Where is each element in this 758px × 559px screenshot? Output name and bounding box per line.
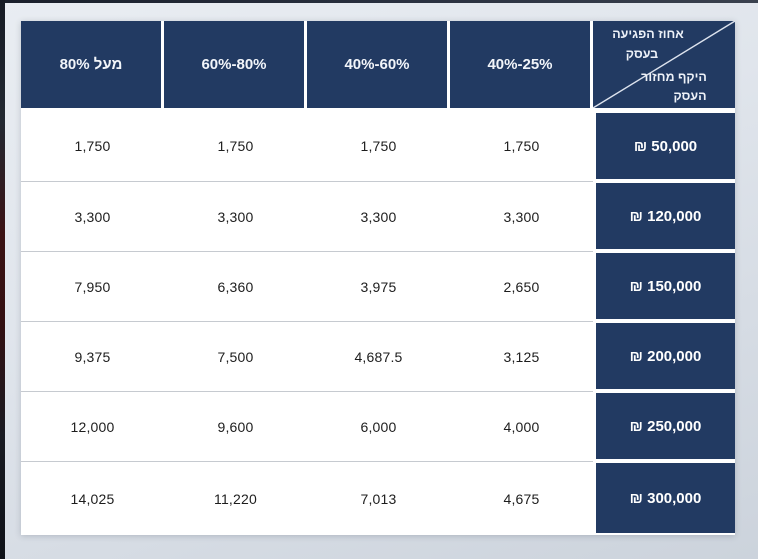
row-cells: 7,950 6,360 3,975 2,650	[21, 251, 593, 321]
diagonal-divider-line	[593, 21, 735, 108]
screen-top-edge-artifact	[0, 0, 758, 3]
table-cell: 1,750	[360, 138, 397, 154]
row-cells: 1,750 1,750 1,750 1,750	[21, 111, 593, 181]
row-header-label: ₪ 50,000	[633, 137, 698, 155]
row-header-turnover: ₪ 150,000	[596, 253, 735, 319]
column-header-label: 60%-80%	[201, 56, 267, 73]
column-header-40-60: 40%-60%	[307, 21, 447, 108]
corner-label-damage-percent: אחוז הפגיעה	[612, 27, 684, 41]
row-header-label: ₪ 200,000	[629, 347, 702, 365]
row-cells: 3,300 3,300 3,300 3,300	[21, 181, 593, 251]
row-header-label: ₪ 300,000	[629, 489, 702, 507]
table-cell: 7,950	[74, 278, 111, 295]
table-row: 1,750 1,750 1,750 1,750 ₪ 50,000	[21, 111, 735, 181]
table-cell: 4,675	[503, 490, 540, 507]
table-cell: 9,600	[217, 418, 254, 435]
row-cells: 9,375 7,500 4,687.5 3,125	[21, 321, 593, 391]
column-header-60-80: 60%-80%	[164, 21, 304, 108]
table-row: 14,025 11,220 7,013 4,675 ₪ 300,000	[21, 461, 735, 535]
table-cell: 14,025	[70, 490, 115, 507]
row-header-turnover: ₪ 50,000	[596, 113, 735, 179]
table-row: 12,000 9,600 6,000 4,000 ₪ 250,000	[21, 391, 735, 461]
row-header-label: ₪ 150,000	[629, 277, 702, 295]
row-header-turnover: ₪ 300,000	[596, 463, 735, 533]
table-row: 3,300 3,300 3,300 3,300 ₪ 120,000	[21, 181, 735, 251]
table-cell: 3,300	[74, 208, 111, 225]
corner-header-cell: אחוז הפגיעה בעסק היקף מחזור העסק	[593, 21, 735, 108]
table-cell: 3,300	[360, 208, 397, 225]
row-cells: 12,000 9,600 6,000 4,000	[21, 391, 593, 461]
table-cell: 12,000	[70, 418, 115, 435]
column-header-40-25: 40%-25%	[450, 21, 590, 108]
table-cell: 9,375	[74, 348, 111, 365]
table-cell: 7,500	[217, 348, 254, 365]
table-cell: 4,687.5	[354, 348, 403, 365]
table-row: 7,950 6,360 3,975 2,650 ₪ 150,000	[21, 251, 735, 321]
column-header-label: מעל 80%	[59, 56, 123, 73]
table-header-row: מעל 80% 60%-80% 40%-60% 40%-25% אחוז הפג…	[21, 21, 735, 108]
table-cell: 6,360	[217, 278, 254, 295]
column-header-over-80: מעל 80%	[21, 21, 161, 108]
row-header-label: ₪ 250,000	[629, 417, 702, 435]
table-cell: 1,750	[503, 138, 540, 154]
screen-left-edge-artifact	[0, 0, 5, 559]
table-cell: 4,000	[503, 418, 540, 435]
table-cell: 1,750	[74, 138, 111, 154]
table-body: 1,750 1,750 1,750 1,750 ₪ 50,000 3,300 3…	[21, 111, 735, 535]
table-cell: 7,013	[360, 490, 397, 507]
column-header-label: 40%-60%	[344, 56, 410, 73]
row-header-turnover: ₪ 200,000	[596, 323, 735, 389]
table-row: 9,375 7,500 4,687.5 3,125 ₪ 200,000	[21, 321, 735, 391]
row-header-turnover: ₪ 250,000	[596, 393, 735, 459]
table-cell: 3,125	[503, 348, 540, 365]
table-cell: 11,220	[214, 490, 257, 507]
table-cell: 3,300	[503, 208, 540, 225]
corner-label-the-business: העסק	[673, 89, 707, 103]
table-cell: 3,300	[217, 208, 254, 225]
column-header-label: 40%-25%	[487, 56, 553, 73]
row-cells: 14,025 11,220 7,013 4,675	[21, 461, 593, 535]
corner-label-in-business: בעסק	[625, 47, 659, 61]
compensation-table: מעל 80% 60%-80% 40%-60% 40%-25% אחוז הפג…	[21, 21, 735, 535]
row-header-label: ₪ 120,000	[629, 207, 702, 225]
table-cell: 2,650	[503, 278, 540, 295]
corner-label-turnover-scope: היקף מחזור	[641, 70, 707, 84]
table-cell: 6,000	[360, 418, 397, 435]
table-cell: 3,975	[360, 278, 397, 295]
table-cell: 1,750	[217, 138, 254, 154]
row-header-turnover: ₪ 120,000	[596, 183, 735, 249]
